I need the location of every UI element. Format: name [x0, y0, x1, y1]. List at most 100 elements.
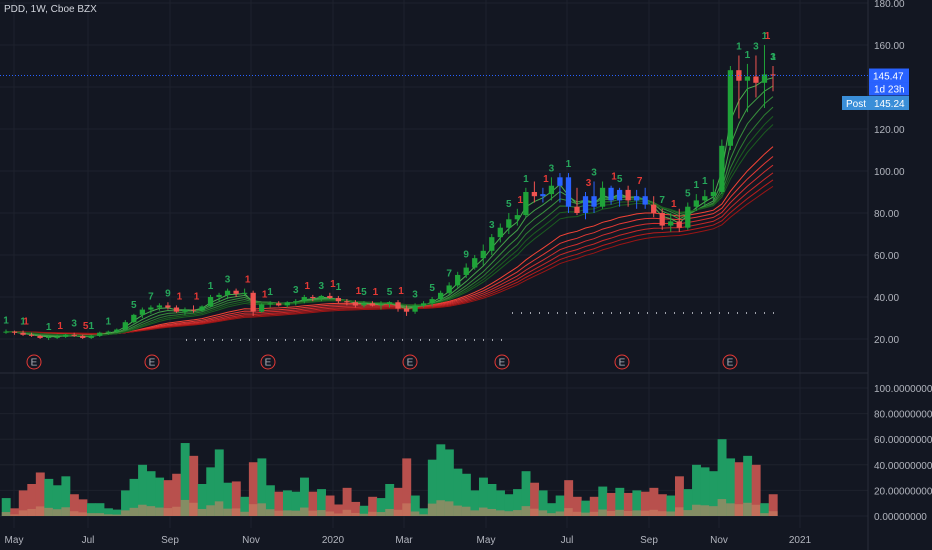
- volume-bar: [376, 498, 386, 516]
- volume-overlay-bar: [751, 504, 761, 516]
- volume-overlay-bar: [615, 509, 625, 516]
- volume-bar: [155, 477, 165, 516]
- candle-body: [437, 292, 444, 300]
- candle-body: [582, 196, 589, 213]
- sequence-count-up: 1: [267, 287, 273, 298]
- volume-overlay-bar: [393, 509, 403, 516]
- sequence-count-up: 5: [131, 300, 137, 311]
- sequence-count-up: 3: [489, 220, 495, 231]
- time-axis[interactable]: May Jul Sep Nov 2020 Mar May Jul Sep Nov 2021: [5, 535, 812, 546]
- candle-body: [45, 336, 52, 338]
- sequence-count-up: 5: [361, 287, 367, 298]
- candle-body: [506, 219, 512, 228]
- volume-overlay-bar: [436, 500, 446, 516]
- volume-overlay-bar: [547, 513, 557, 516]
- volume-overlay-bar: [700, 505, 710, 516]
- volume-bar: [112, 509, 122, 516]
- volume-overlay-bar: [197, 508, 207, 516]
- volume-bar: [547, 503, 557, 516]
- volume-overlay-bar: [78, 512, 88, 516]
- volume-tick-label: 0.00000000: [874, 512, 927, 523]
- sequence-count-up: 1: [694, 180, 700, 191]
- volume-overlay-bar: [231, 508, 241, 516]
- candle-body: [327, 295, 333, 299]
- volume-overlay-bar: [674, 507, 684, 516]
- post-market-label: Post: [846, 99, 866, 110]
- volume-scale[interactable]: 100.00000000 80.00000000 60.00000000 40.000…: [874, 384, 932, 523]
- volume-bar: [640, 491, 650, 516]
- volume-overlay-bar: [86, 513, 96, 516]
- candle-body: [361, 303, 367, 306]
- sequence-count-up: 1: [46, 322, 52, 333]
- price-tick-label: 120.00: [874, 125, 905, 136]
- volume-bar: [709, 471, 719, 516]
- time-tick-label: Nov: [710, 535, 728, 546]
- candle-body: [599, 187, 606, 207]
- volume-overlay-bar: [470, 510, 480, 516]
- candle-body: [702, 196, 708, 201]
- time-tick-label: 2021: [789, 535, 812, 546]
- price-tick-label: 40.00: [874, 293, 899, 304]
- volume-bar: [410, 495, 420, 516]
- sequence-count-up: 5: [429, 283, 435, 294]
- volume-overlay-bar: [623, 510, 633, 516]
- volume-bar: [27, 484, 37, 516]
- volume-bar: [351, 501, 361, 516]
- sequence-count-down: 1: [262, 289, 268, 300]
- candle-body: [472, 258, 478, 268]
- candle-body: [207, 297, 214, 307]
- sequence-count-up: 3: [412, 289, 418, 300]
- volume-bar: [444, 449, 454, 516]
- price-scale[interactable]: 180.00160.00140.00120.00100.0080.0060.00…: [874, 0, 905, 346]
- sequence-count-up: 1: [745, 50, 751, 61]
- volume-bar: [265, 485, 275, 516]
- candle-body: [634, 196, 640, 201]
- support-dot-lines: [186, 312, 776, 341]
- volume-bar: [334, 504, 344, 516]
- sequence-count-up: 5: [617, 174, 623, 185]
- candle-body: [642, 196, 648, 205]
- sequence-count-down: 1: [765, 31, 771, 42]
- candle-body: [284, 302, 290, 306]
- volume-bar: [666, 495, 676, 516]
- sequence-count-up: 1: [336, 282, 342, 293]
- volume-bar: [146, 471, 156, 516]
- volume-overlay-bar: [521, 506, 531, 516]
- slow-ma-line: [5, 185, 774, 334]
- volume-overlay-bar: [129, 507, 139, 516]
- candle-body: [114, 329, 120, 332]
- candle-body: [497, 227, 503, 238]
- volume-overlay-bar: [504, 511, 514, 516]
- volume-bar: [734, 462, 744, 516]
- volume-bars: [1, 439, 778, 516]
- volume-overlay-bar: [52, 509, 62, 516]
- time-tick-label: Sep: [640, 535, 658, 546]
- volume-overlay-bar: [282, 510, 292, 516]
- sequence-count-down: 1: [194, 291, 200, 302]
- volume-overlay-bar: [709, 506, 719, 516]
- volume-overlay-bar: [419, 514, 429, 516]
- volume-overlay-bar: [214, 501, 224, 516]
- volume-bar: [743, 455, 753, 516]
- slow-ma-line: [5, 172, 774, 335]
- candle-body: [557, 177, 563, 186]
- sequence-count-down: 1: [245, 275, 251, 286]
- volume-tick-label: 100.00000000: [874, 384, 932, 395]
- volume-bar: [214, 449, 224, 516]
- candle-body: [173, 307, 180, 312]
- price-tick-label: 180.00: [874, 0, 905, 10]
- candle-body: [3, 331, 9, 333]
- volume-overlay-bar: [155, 507, 165, 516]
- sequence-count-up: 1: [566, 159, 572, 170]
- volume-overlay-bar: [274, 510, 284, 516]
- candle-body: [318, 295, 324, 299]
- volume-bar: [436, 444, 446, 516]
- volume-bar: [52, 485, 62, 516]
- earnings-label: E: [31, 358, 38, 369]
- candle-body: [463, 267, 469, 275]
- time-tick-label: May: [5, 535, 24, 546]
- volume-overlay-bar: [461, 506, 471, 516]
- volume-bar: [223, 482, 233, 516]
